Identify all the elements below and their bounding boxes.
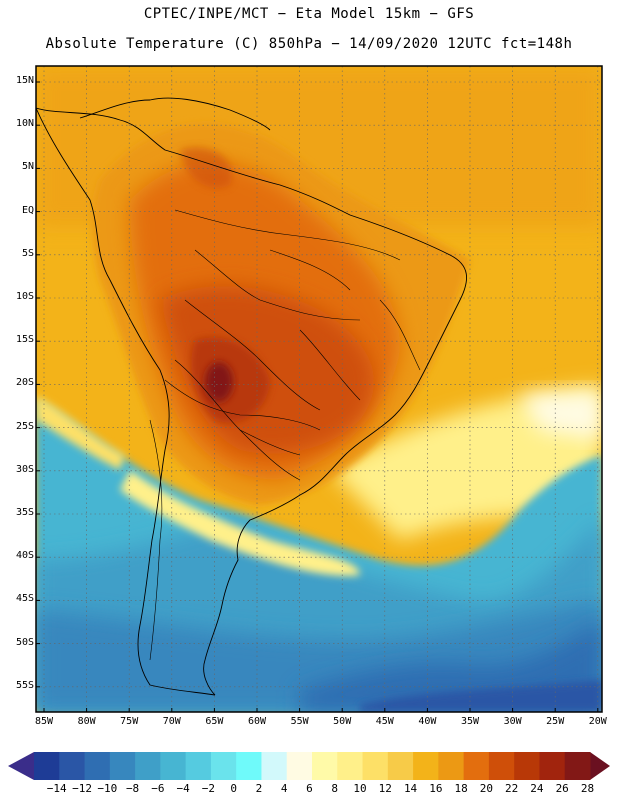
latitude-label: 45S (15, 593, 34, 605)
colorbar-label: 10 (353, 782, 367, 795)
coastlines (36, 97, 467, 696)
colorbar-swatch (84, 752, 111, 780)
colorbar-swatch (135, 752, 161, 780)
colorbar-label: 4 (280, 782, 288, 795)
colorbar-swatch (488, 752, 515, 780)
colorbar-swatch (312, 752, 338, 780)
colorbar-label: 28 (580, 782, 595, 795)
colorbar-swatch (463, 752, 490, 780)
colorbar-swatch (236, 752, 262, 780)
latitude-label: 35S (15, 507, 34, 518)
colorbar-swatch (564, 752, 591, 780)
colorbar-label: −12 (72, 782, 92, 795)
colorbar (8, 752, 610, 780)
colorbar-swatch (337, 752, 364, 780)
colorbar-swatch (413, 752, 439, 780)
colorbar-label: 18 (454, 782, 468, 795)
longitude-label: 50W (333, 716, 352, 727)
colorbar-swatch (185, 752, 212, 780)
colorbar-swatch (160, 752, 187, 780)
latitude-label: 40S (15, 550, 34, 562)
colorbar-swatch (362, 752, 389, 780)
colorbar-swatch (539, 752, 566, 780)
colorbar-label: 26 (555, 782, 569, 795)
colorbar-label: 2 (255, 782, 263, 795)
longitude-label: 30W (503, 716, 522, 727)
latitude-label: 25S (15, 420, 34, 432)
latitude-label: 5N (21, 161, 34, 173)
colorbar-swatch (109, 752, 136, 780)
colorbar-swatch (34, 752, 60, 780)
colorbar-low-arrow (8, 752, 34, 780)
longitude-label: 70W (162, 716, 181, 727)
map-frame (35, 65, 603, 713)
longitude-label: 45W (375, 716, 394, 727)
longitude-label: 60W (247, 716, 267, 727)
colorbar-label: 12 (378, 782, 392, 795)
longitude-label: 85W (34, 716, 54, 727)
colorbar-label: −14 (46, 782, 67, 795)
latitude-label: 10N (15, 118, 34, 130)
colorbar-swatch (514, 752, 540, 780)
colorbar-swatch (387, 752, 414, 780)
colorbar-high-arrow (590, 752, 610, 780)
latitude-label: 30S (15, 463, 34, 475)
colorbar-label: 24 (530, 782, 544, 795)
latitude-label: 10S (15, 291, 34, 302)
temperature-field (36, 66, 602, 712)
colorbar-label: −8 (125, 782, 140, 795)
axis-ticks (36, 81, 599, 712)
longitude-label: 35W (460, 716, 480, 727)
colorbar-label: 20 (479, 782, 493, 795)
longitude-label: 75W (120, 716, 139, 727)
latitude-label: 5S (21, 247, 34, 259)
colorbar-label: 14 (403, 782, 418, 795)
longitude-label: 25W (546, 716, 565, 727)
colorbar-label: 22 (505, 782, 519, 795)
colorbar-label: 16 (429, 782, 443, 795)
map-title-line-2: Absolute Temperature (C) 850hPa − 14/09/… (45, 36, 573, 52)
map-title-line-1: CPTEC/INPE/MCT − Eta Model 15km − GFS (143, 6, 475, 22)
latitude-label: 55S (15, 679, 34, 691)
longitude-label: 20W (588, 716, 607, 727)
colorbar-label: 0 (230, 782, 237, 795)
colorbar-swatch (261, 752, 288, 780)
longitude-label: 55W (290, 716, 309, 727)
colorbar-label: 6 (306, 782, 313, 795)
latitude-label: 15N (15, 75, 34, 86)
latitude-label: 50S (15, 636, 34, 648)
colorbar-swatch (210, 752, 237, 780)
colorbar-label: −2 (201, 782, 215, 795)
longitude-label: 65W (205, 716, 224, 727)
colorbar-swatch (438, 752, 465, 780)
latitude-label: 15S (15, 334, 34, 346)
colorbar-label: −10 (97, 782, 118, 795)
country-borders (149, 209, 421, 661)
longitude-label: 80W (77, 716, 96, 727)
colorbar-label: 8 (331, 782, 339, 795)
latitude-label: EQ (21, 204, 34, 216)
colorbar-swatch (59, 752, 86, 780)
colorbar-label: −6 (151, 782, 165, 795)
longitude-label: 40W (418, 716, 437, 727)
latitude-label: 20S (15, 377, 34, 389)
colorbar-swatch (286, 752, 313, 780)
colorbar-label: −4 (176, 782, 190, 795)
